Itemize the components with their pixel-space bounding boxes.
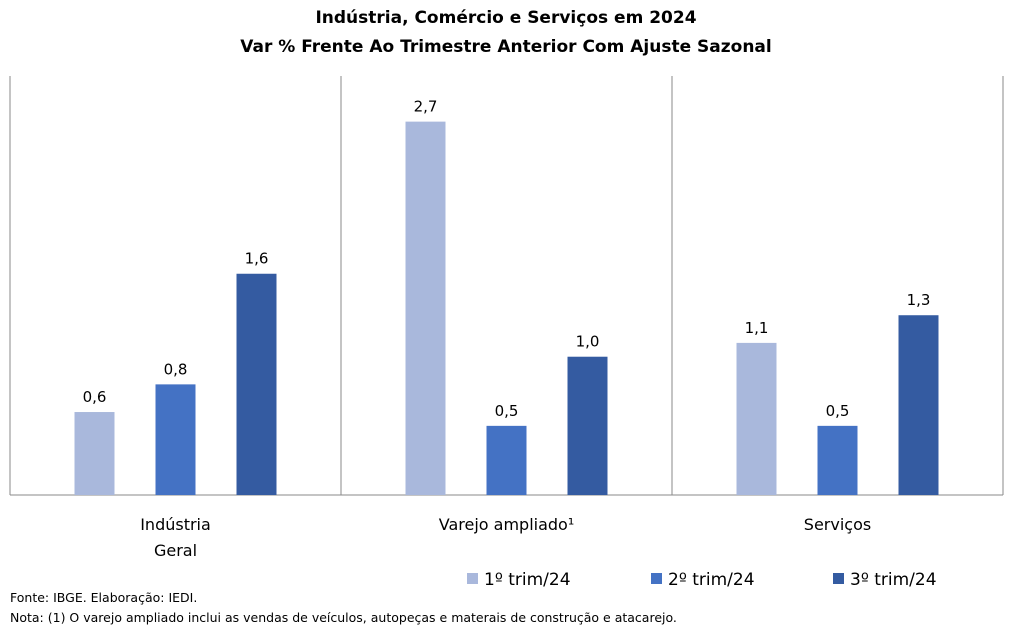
bar bbox=[486, 425, 527, 495]
source-note: Fonte: IBGE. Elaboração: IEDI. bbox=[10, 590, 198, 605]
bar bbox=[405, 121, 446, 495]
value-label: 0,8 bbox=[164, 360, 188, 378]
value-label: 1,0 bbox=[576, 333, 600, 351]
chart-subtitle: Var % Frente Ao Trimestre Anterior Com A… bbox=[240, 37, 771, 57]
value-label: 0,5 bbox=[826, 402, 850, 420]
legend-label: 3º trim/24 bbox=[850, 570, 937, 590]
footnote: Nota: (1) O varejo ampliado inclui as ve… bbox=[10, 610, 677, 625]
value-labels-group: 0,6 2,7 1,1 0,8 0,5 0,5 1,6 1,0 1,3 bbox=[83, 98, 931, 420]
category-label: Serviços bbox=[804, 515, 871, 534]
category-label: Indústria Geral bbox=[140, 515, 211, 560]
legend-label: 1º trim/24 bbox=[484, 570, 571, 590]
category-labels-group: Indústria Geral Varejo ampliado¹ Serviços bbox=[140, 515, 871, 560]
bar bbox=[155, 384, 196, 495]
bar bbox=[898, 315, 939, 495]
bar bbox=[567, 356, 608, 495]
value-label: 0,5 bbox=[495, 402, 519, 420]
chart-title: Indústria, Comércio e Serviços em 2024 bbox=[315, 8, 696, 28]
value-label: 1,3 bbox=[907, 291, 931, 309]
value-label: 1,1 bbox=[745, 319, 769, 337]
bars-group bbox=[74, 121, 939, 495]
legend-label: 2º trim/24 bbox=[668, 570, 755, 590]
legend: 1º trim/24 2º trim/24 3º trim/24 bbox=[467, 570, 937, 590]
bar bbox=[817, 425, 858, 495]
value-label: 1,6 bbox=[245, 250, 269, 268]
category-label: Varejo ampliado¹ bbox=[439, 515, 575, 534]
legend-swatch bbox=[467, 573, 478, 584]
bar bbox=[236, 273, 277, 495]
bar bbox=[74, 412, 115, 495]
legend-swatch bbox=[833, 573, 844, 584]
legend-swatch bbox=[651, 573, 662, 584]
bar bbox=[736, 342, 777, 495]
value-label: 0,6 bbox=[83, 388, 107, 406]
value-label: 2,7 bbox=[414, 98, 438, 116]
